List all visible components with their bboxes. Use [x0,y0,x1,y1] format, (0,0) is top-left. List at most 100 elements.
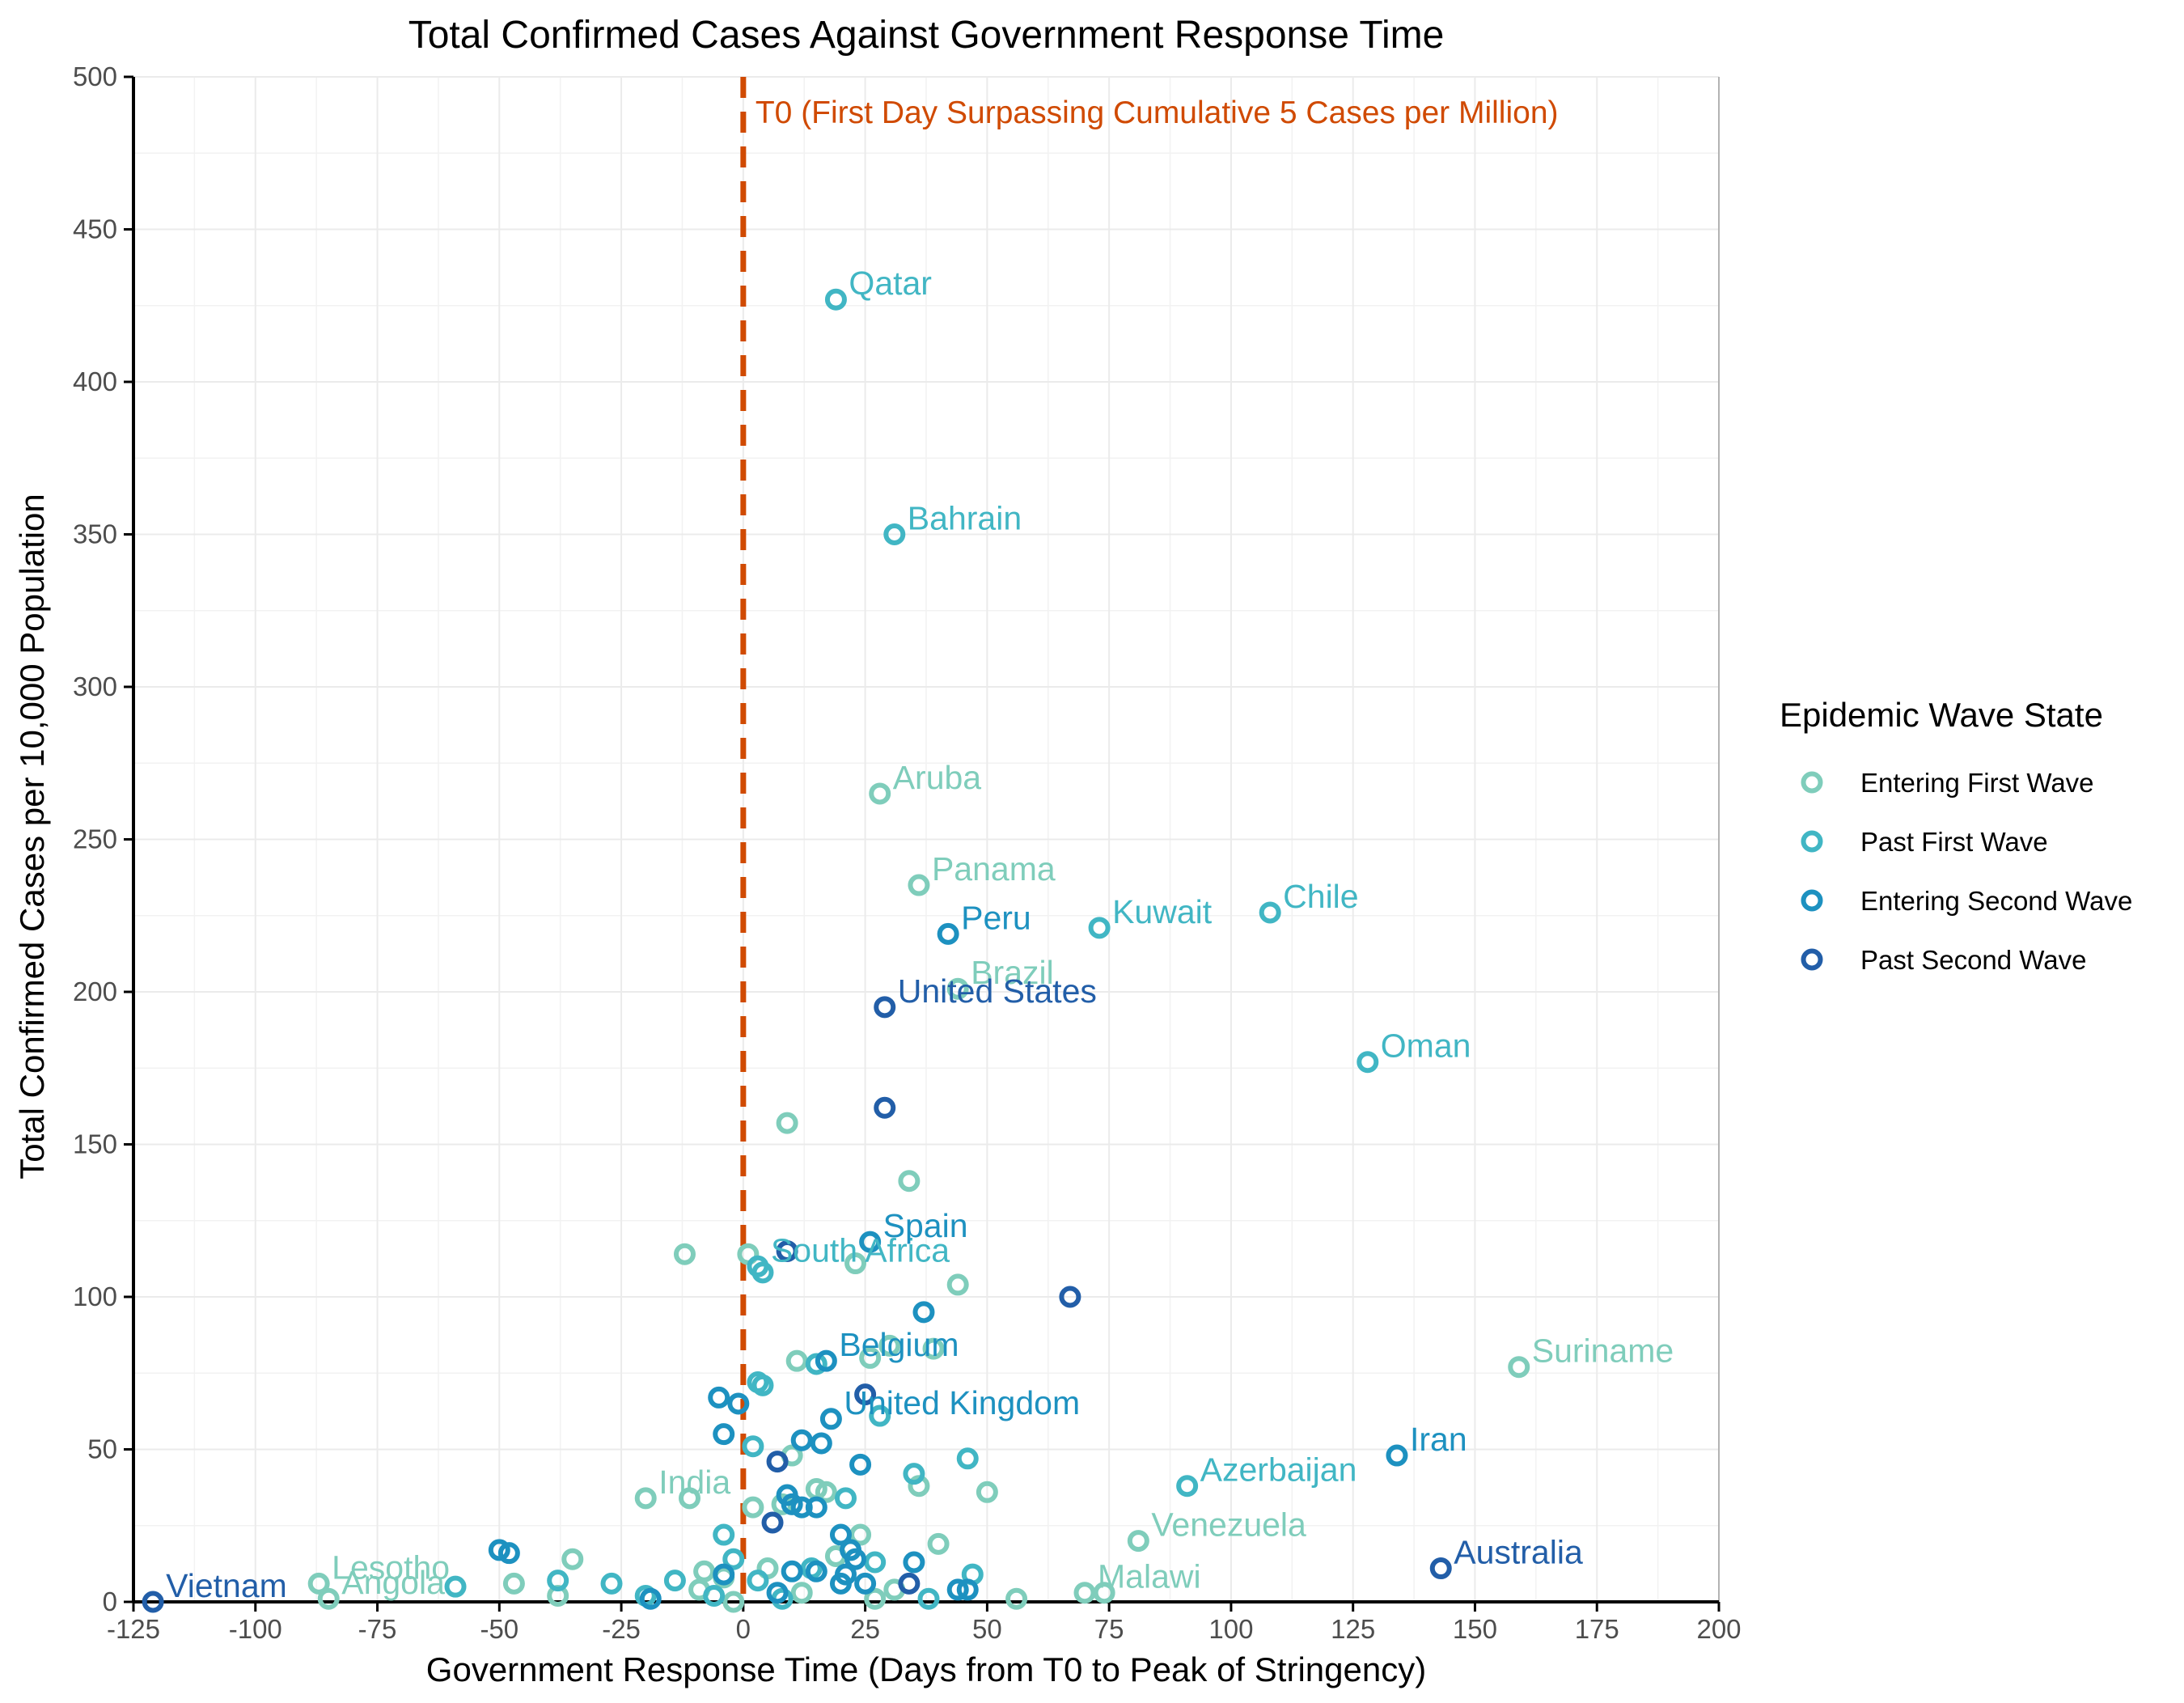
data-point [1176,1475,1199,1498]
legend-key [1801,889,1823,912]
data-point [976,1481,998,1503]
x-tick-label: 75 [1094,1614,1124,1644]
y-tick-label: 500 [73,61,117,91]
data-point [766,1451,789,1473]
data-point [1259,901,1281,924]
data-point [829,1523,852,1546]
data-point [1059,1286,1081,1308]
point-label: Aruba [893,759,982,796]
data-point [937,922,959,945]
x-tick-label: 0 [736,1614,751,1644]
data-point [751,1261,774,1284]
point-label: Brazil [971,954,1054,991]
data-point [1127,1530,1149,1553]
x-tick-label: -75 [358,1614,397,1644]
point-label: Spain [883,1207,968,1244]
data-point [864,1551,887,1574]
axes: -125 -100 -75 -50 -25 0 25 50 75 100 125 150 175 200 0… [73,61,1742,1644]
data-point [819,1408,842,1430]
data-point [766,1582,789,1604]
data-point [547,1570,569,1592]
data-point [727,1392,750,1415]
point-label: Bahrain [908,500,1022,537]
point-label: Qatar [849,265,932,302]
data-point [790,1429,813,1451]
reference-line-label: T0 (First Day Surpassing Cumulative 5 Ca… [756,95,1559,130]
data-point [1508,1356,1530,1379]
y-tick-label: 100 [73,1281,117,1311]
data-point [898,1170,921,1193]
data-points [142,288,1530,1613]
data-point [869,1404,891,1427]
y-tick-label: 350 [73,519,117,549]
data-point [713,1523,735,1546]
data-point [703,1584,726,1607]
data-point [922,1337,945,1360]
x-tick-label: 25 [850,1614,880,1644]
point-label: Australia [1454,1534,1583,1571]
data-point [142,1591,164,1613]
data-point [912,1301,935,1324]
x-tick-label: 175 [1575,1614,1619,1644]
y-tick-label: 300 [73,671,117,701]
data-point [790,1582,813,1604]
point-label: Chile [1283,878,1358,915]
data-point [722,1548,745,1570]
data-point [708,1386,730,1409]
reference-line-group: T0 (First Day Surpassing Cumulative 5 Ca… [740,77,1559,1602]
data-point [805,1353,827,1375]
data-point [444,1575,467,1598]
legend: Epidemic Wave State Entering First Wave P… [1780,696,2132,975]
data-point [1429,1557,1452,1580]
point-label: Kuwait [1112,893,1213,930]
y-tick-label: 200 [73,976,117,1006]
data-point [859,1231,882,1253]
data-point [502,1572,525,1595]
data-point [1386,1444,1408,1467]
y-tick-label: 250 [73,824,117,854]
y-tick-label: 400 [73,366,117,396]
data-point [713,1563,735,1586]
point-label: United States [898,972,1097,1010]
data-point [898,1572,921,1595]
data-point [878,1334,901,1357]
x-tick-label: 50 [972,1614,1002,1644]
data-point [679,1487,701,1510]
data-point [1357,1051,1379,1074]
data-point [874,996,896,1019]
data-point [776,1112,798,1134]
data-point [810,1432,832,1455]
x-tick-label: -100 [229,1614,282,1644]
legend-items: Entering First Wave Past First Wave Enteri… [1801,768,2132,975]
data-point [903,1463,925,1485]
data-point [834,1487,857,1510]
data-point [815,1481,837,1503]
data-point [908,874,930,896]
data-point [903,1551,925,1574]
x-tick-label: 200 [1696,1614,1741,1644]
data-point [781,1560,803,1582]
data-point [761,1511,784,1534]
x-tick-label: 150 [1453,1614,1497,1644]
y-tick-label: 450 [73,214,117,244]
legend-key [1801,771,1823,794]
point-label: Panama [932,850,1056,888]
data-point [673,1243,696,1265]
data-point [488,1539,510,1561]
data-point [307,1572,330,1595]
legend-key [1801,830,1823,853]
legend-title: Epidemic Wave State [1780,696,2103,734]
data-point [844,1548,867,1570]
y-tick-label: 0 [103,1587,117,1616]
data-point [917,1587,940,1610]
data-point [317,1587,340,1610]
data-point [849,1453,872,1476]
data-point [956,1578,979,1601]
data-point [742,1435,764,1458]
data-point [864,1587,887,1610]
x-tick-label: 125 [1331,1614,1375,1644]
point-label: South Africa [771,1231,950,1269]
